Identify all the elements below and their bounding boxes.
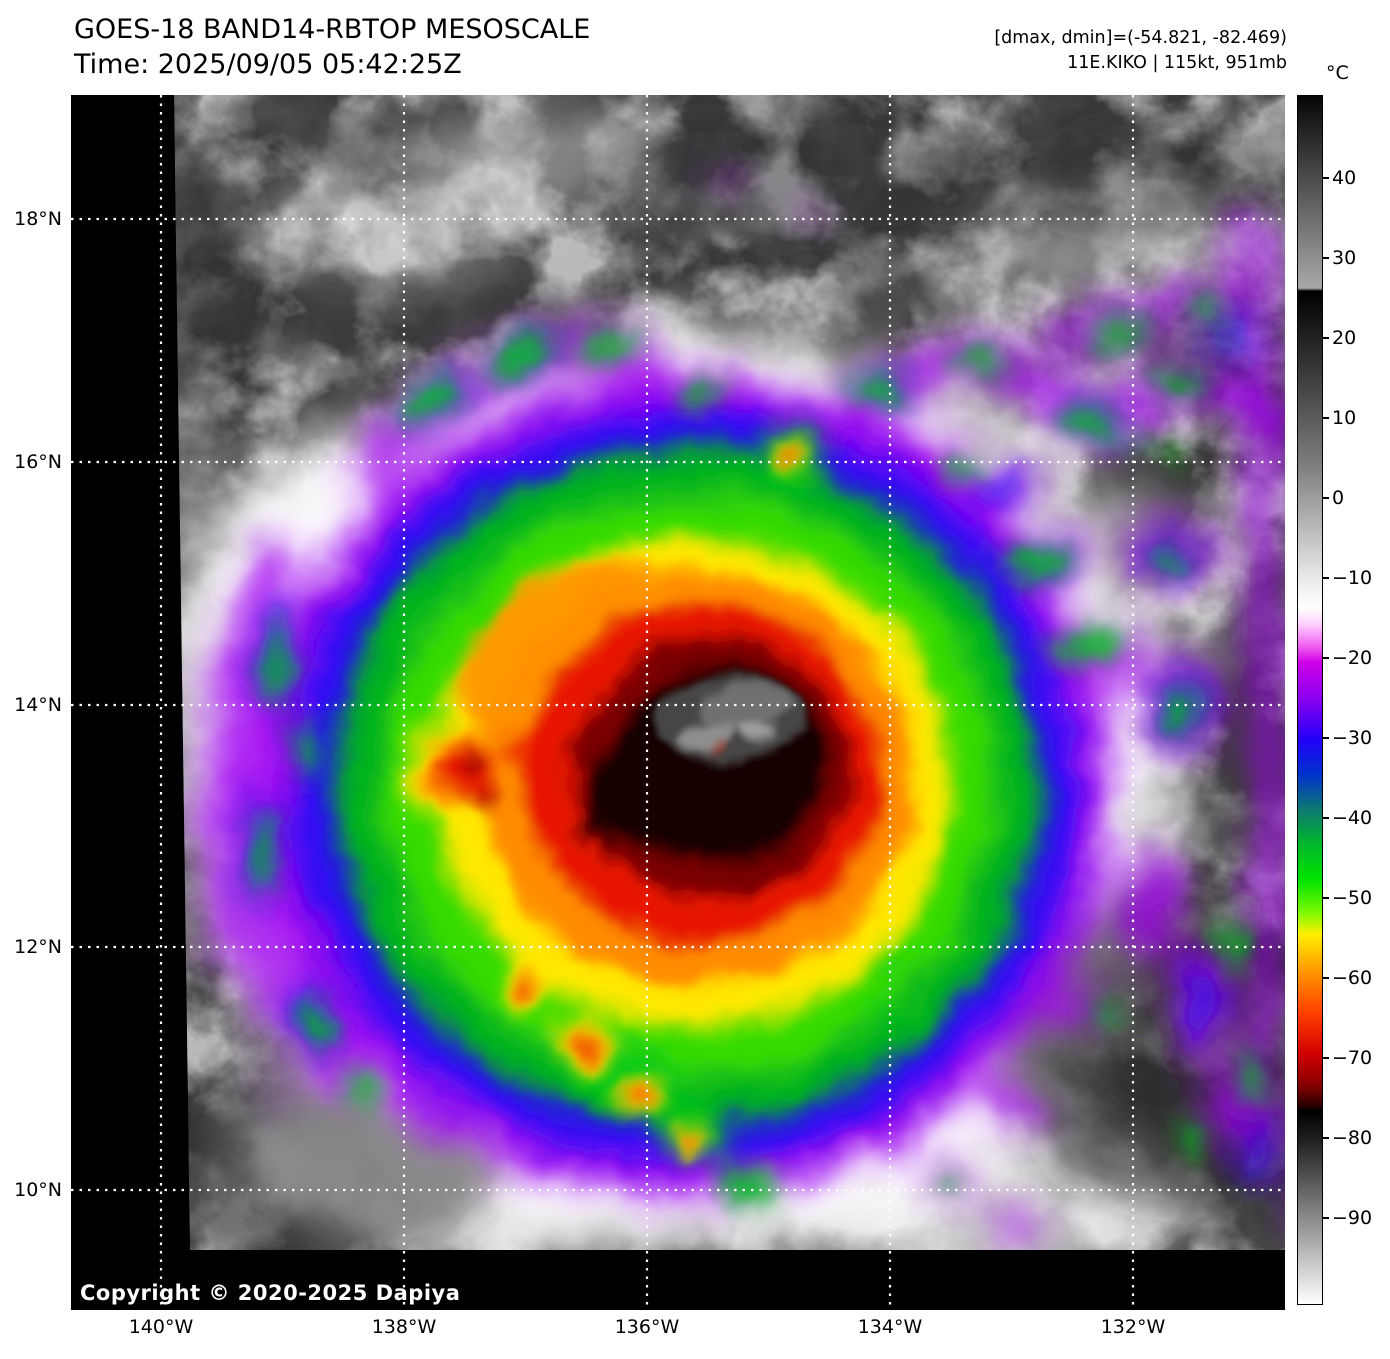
colorbar-tick: 30 <box>1322 246 1390 270</box>
colorbar-tick: −40 <box>1322 806 1390 830</box>
colorbar-unit-label: °C <box>1326 62 1349 84</box>
satellite-plot <box>71 95 1285 1310</box>
page-title: GOES-18 BAND14-RBTOP MESOSCALE <box>74 14 591 45</box>
storm-info-label: 11E.KIKO | 115kt, 951mb <box>1067 53 1287 73</box>
lat-label-12n: 12°N <box>14 936 62 958</box>
colorbar-tick: 20 <box>1322 326 1390 350</box>
dmax-dmin-label: [dmax, dmin]=(-54.821, -82.469) <box>994 28 1287 48</box>
colorbar-tick: 10 <box>1322 406 1390 430</box>
storm-artwork <box>174 105 1285 1250</box>
lon-label-134w: 134°W <box>857 1316 923 1338</box>
colorbar-tick: −50 <box>1322 886 1390 910</box>
satellite-footprint <box>174 95 1285 1250</box>
lat-label-18n: 18°N <box>14 208 62 230</box>
colorbar-tick: −10 <box>1322 566 1390 590</box>
lat-label-16n: 16°N <box>14 451 62 473</box>
lon-label-132w: 132°W <box>1100 1316 1166 1338</box>
page-title-block: GOES-18 BAND14-RBTOP MESOSCALE Time: 202… <box>74 12 590 82</box>
lat-label-14n: 14°N <box>14 694 62 716</box>
lon-label-140w: 140°W <box>128 1316 194 1338</box>
lon-label-138w: 138°W <box>371 1316 437 1338</box>
colorbar-tick: −30 <box>1322 726 1390 750</box>
copyright-label: Copyright © 2020-2025 Dapiya <box>80 1281 461 1305</box>
colorbar-tick: 40 <box>1322 166 1390 190</box>
colorbar-tick: −20 <box>1322 646 1390 670</box>
colorbar-tick: 0 <box>1322 486 1390 510</box>
colorbar-tick: −90 <box>1322 1206 1390 1230</box>
timestamp-label: Time: 2025/09/05 05:42:25Z <box>74 49 462 80</box>
satellite-image <box>71 95 1285 1310</box>
graticule <box>71 95 1285 1310</box>
annotation-block: [dmax, dmin]=(-54.821, -82.469) 11E.KIKO… <box>994 26 1287 76</box>
lat-label-10n: 10°N <box>14 1179 62 1201</box>
colorbar-tick: −70 <box>1322 1046 1390 1070</box>
colorbar-tick: −80 <box>1322 1126 1390 1150</box>
temperature-colorbar <box>1297 95 1323 1305</box>
lon-label-136w: 136°W <box>614 1316 680 1338</box>
colorbar-tick: −60 <box>1322 966 1390 990</box>
